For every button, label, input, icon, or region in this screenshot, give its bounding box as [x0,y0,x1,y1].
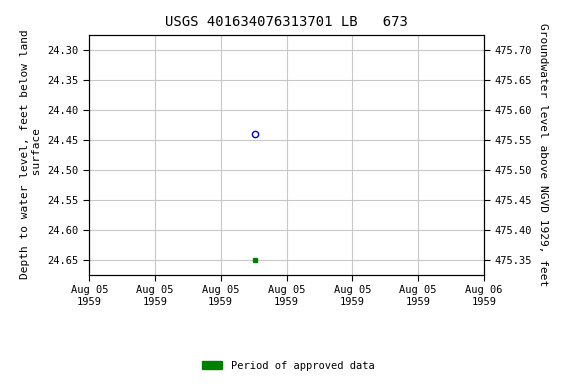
Y-axis label: Groundwater level above NGVD 1929, feet: Groundwater level above NGVD 1929, feet [539,23,548,286]
Legend: Period of approved data: Period of approved data [198,357,378,375]
Title: USGS 401634076313701 LB   673: USGS 401634076313701 LB 673 [165,15,408,29]
Y-axis label: Depth to water level, feet below land
 surface: Depth to water level, feet below land su… [21,30,42,280]
